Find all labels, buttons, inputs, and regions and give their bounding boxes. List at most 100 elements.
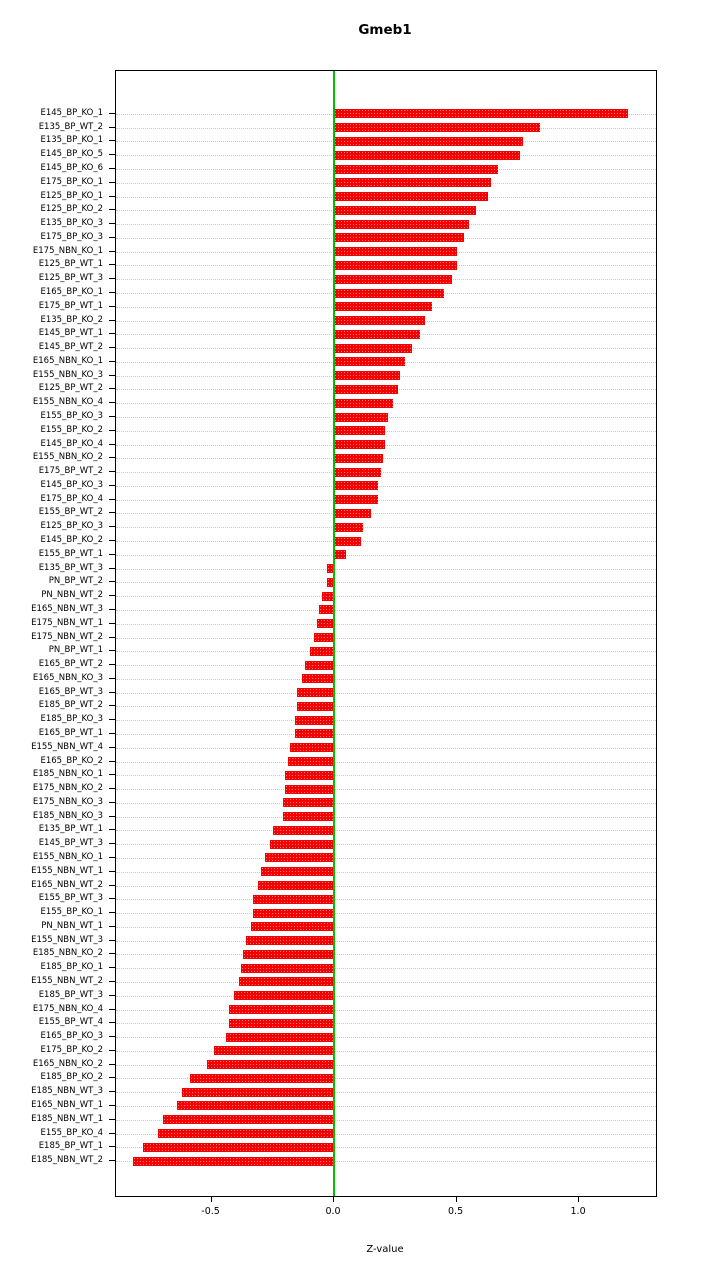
y-axis-tick [109, 829, 115, 831]
bar [334, 357, 406, 367]
y-tick-label: E135_BP_WT_2 [38, 121, 103, 132]
bar [334, 495, 379, 505]
x-tick-label: 0.0 [325, 1206, 341, 1217]
gridline [116, 527, 656, 529]
y-tick-label: PN_NBN_WT_2 [41, 590, 103, 601]
gridline [116, 554, 656, 556]
y-tick-label: E175_NBN_WT_1 [31, 617, 103, 628]
gridline [116, 1037, 656, 1039]
gridline [116, 678, 656, 680]
bar [334, 398, 393, 408]
y-axis-tick [109, 732, 115, 734]
y-tick-label: E185_BP_WT_2 [38, 700, 103, 711]
bar [334, 467, 381, 477]
gridline [116, 816, 656, 818]
bar [245, 936, 335, 946]
chart-title: Gmeb1 [358, 22, 412, 38]
y-axis-tick [109, 636, 115, 638]
bar [214, 1046, 335, 1056]
gridline [116, 582, 656, 584]
y-axis-tick [109, 581, 115, 583]
y-tick-label: E165_NBN_KO_1 [32, 355, 103, 366]
bar [334, 123, 540, 133]
y-tick-label: E155_BP_KO_2 [40, 424, 103, 435]
y-axis-tick [109, 843, 115, 845]
y-tick-label: E185_NBN_WT_1 [31, 1113, 103, 1124]
y-tick-label: E155_NBN_WT_2 [31, 975, 103, 986]
y-tick-label: E175_NBN_KO_2 [32, 783, 103, 794]
y-axis-tick [109, 540, 115, 542]
gridline [116, 1119, 656, 1121]
y-axis-tick [109, 898, 115, 900]
y-axis-tick [109, 374, 115, 376]
bar [309, 646, 335, 656]
bar [228, 1018, 335, 1028]
y-axis-tick [109, 677, 115, 679]
bar [334, 274, 452, 284]
bar [142, 1142, 335, 1152]
bar [334, 316, 425, 326]
y-axis-tick [109, 512, 115, 514]
y-tick-label: E165_BP_KO_3 [40, 1031, 103, 1042]
y-axis-tick [109, 181, 115, 183]
y-tick-label: E155_BP_WT_1 [38, 548, 103, 559]
bar [253, 908, 335, 918]
bar [285, 770, 335, 780]
y-axis-tick [109, 1160, 115, 1162]
y-axis-tick [109, 746, 115, 748]
bar [294, 715, 335, 725]
gridline [116, 1009, 656, 1011]
bar [334, 522, 364, 532]
y-tick-label: E155_NBN_KO_1 [32, 851, 103, 862]
y-tick-label: E165_BP_WT_1 [38, 727, 103, 738]
y-axis-tick [109, 1132, 115, 1134]
gridline [116, 651, 656, 653]
gridline [116, 775, 656, 777]
gridline [116, 568, 656, 570]
bar [334, 329, 420, 339]
bar [206, 1060, 335, 1070]
y-tick-label: E155_BP_WT_2 [38, 507, 103, 518]
bar [133, 1156, 335, 1166]
y-axis-tick [109, 870, 115, 872]
y-tick-label: E185_NBN_KO_3 [32, 810, 103, 821]
y-axis-tick [109, 333, 115, 335]
gridline [116, 1105, 656, 1107]
y-axis-tick [109, 1022, 115, 1024]
y-axis-tick [109, 223, 115, 225]
y-tick-label: E125_BP_WT_1 [38, 259, 103, 270]
y-axis-tick [109, 1077, 115, 1079]
y-axis-tick [109, 360, 115, 362]
bar [334, 150, 521, 160]
gridline [116, 637, 656, 639]
y-axis-tick [109, 994, 115, 996]
bar [334, 164, 499, 174]
y-axis-tick [109, 1008, 115, 1010]
y-tick-label: E155_BP_WT_4 [38, 1017, 103, 1028]
y-tick-label: E135_BP_KO_1 [40, 135, 103, 146]
bar [334, 192, 489, 202]
y-axis-tick [109, 429, 115, 431]
bar [189, 1073, 335, 1083]
bar [238, 977, 335, 987]
gridline [116, 1133, 656, 1135]
bar [243, 949, 335, 959]
y-tick-label: E155_NBN_WT_4 [31, 741, 103, 752]
bar [334, 302, 433, 312]
y-tick-label: E165_BP_KO_2 [40, 755, 103, 766]
gridline [116, 706, 656, 708]
bar [182, 1087, 335, 1097]
bar [334, 288, 445, 298]
y-axis-tick [109, 788, 115, 790]
y-axis-tick [109, 126, 115, 128]
x-axis-tick [210, 1196, 212, 1202]
y-tick-label: E155_NBN_KO_2 [32, 452, 103, 463]
bar [334, 550, 347, 560]
bar [326, 577, 335, 587]
gridline [116, 1050, 656, 1052]
y-axis-tick [109, 774, 115, 776]
bar [282, 798, 335, 808]
y-tick-label: E185_NBN_WT_3 [31, 1086, 103, 1097]
bar [240, 963, 335, 973]
gridline [116, 968, 656, 970]
